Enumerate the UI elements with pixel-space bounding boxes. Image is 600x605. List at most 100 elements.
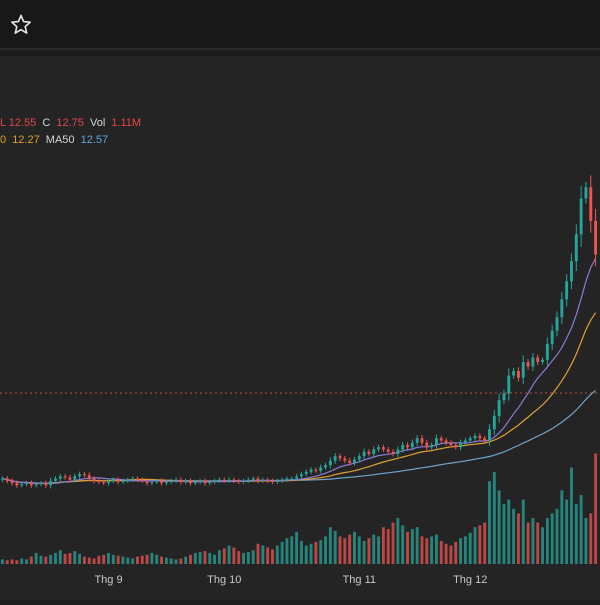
candle-body bbox=[271, 480, 274, 482]
volume-bar bbox=[468, 532, 472, 564]
x-tick-label: Thg 9 bbox=[94, 574, 122, 586]
candle-body bbox=[174, 479, 178, 481]
volume-bar bbox=[63, 553, 67, 564]
volume-bar bbox=[68, 552, 72, 564]
candle-body bbox=[410, 442, 414, 448]
ma50-label: MA50 bbox=[45, 134, 75, 146]
ma20-value: 12.27 bbox=[12, 134, 40, 146]
volume-bar bbox=[295, 531, 299, 564]
candle-body bbox=[116, 479, 120, 482]
volume-bar bbox=[314, 541, 318, 564]
star-icon[interactable] bbox=[9, 13, 33, 37]
candle-body bbox=[44, 483, 48, 486]
ma20-fragment: 0 bbox=[0, 134, 7, 146]
volume-bar bbox=[594, 453, 598, 564]
candle-body bbox=[160, 480, 164, 484]
candle-body bbox=[135, 478, 139, 480]
volume-bar bbox=[20, 558, 24, 564]
candle-body bbox=[179, 479, 183, 482]
candle-body bbox=[68, 477, 72, 480]
candle-body bbox=[92, 478, 96, 481]
candle-body bbox=[58, 476, 62, 479]
ma50-line bbox=[2, 389, 596, 484]
candle-body bbox=[237, 480, 241, 482]
candle-body bbox=[545, 344, 549, 360]
candle-body bbox=[492, 415, 496, 430]
candle-body bbox=[140, 479, 144, 481]
candle-body bbox=[521, 362, 525, 378]
volume-bar bbox=[584, 518, 588, 564]
header-gap bbox=[0, 50, 600, 56]
candle-body bbox=[314, 469, 318, 471]
candle-body bbox=[189, 480, 192, 484]
candle-body bbox=[150, 481, 154, 484]
candle-body bbox=[531, 357, 535, 367]
candle-body bbox=[39, 483, 43, 485]
volume-bar bbox=[232, 547, 236, 564]
star-outline-icon bbox=[10, 14, 32, 34]
candle-body bbox=[468, 438, 472, 441]
volume-bar bbox=[338, 536, 342, 564]
vol-label: Vol bbox=[89, 117, 106, 129]
chart-area[interactable]: Thg 9 Thg 10 Thg 11 Thg 12 bbox=[0, 56, 600, 600]
candle-body bbox=[73, 476, 77, 480]
candle-body bbox=[169, 480, 173, 482]
candle-body bbox=[502, 393, 506, 401]
volume-bar bbox=[579, 495, 583, 564]
candle-body bbox=[222, 479, 226, 481]
volume-bar bbox=[169, 558, 173, 564]
volume-bar bbox=[536, 522, 540, 564]
candle-body bbox=[333, 456, 337, 461]
candle-body bbox=[415, 438, 419, 443]
volume-bar bbox=[126, 557, 130, 564]
ma-legend: 0 12.27 MA50 12.57 bbox=[0, 134, 111, 146]
candle-body bbox=[54, 478, 57, 481]
candle-body bbox=[164, 481, 168, 484]
candle-body bbox=[343, 458, 347, 461]
volume-bar bbox=[560, 490, 564, 564]
candle-body bbox=[425, 442, 429, 448]
ma50-value: 12.57 bbox=[80, 134, 109, 146]
candle-body bbox=[63, 476, 67, 478]
candle-body bbox=[459, 442, 463, 448]
volume-bar bbox=[29, 556, 33, 564]
volume-bar bbox=[439, 541, 443, 564]
candle-body bbox=[82, 474, 86, 476]
volume-bar bbox=[463, 536, 467, 564]
volume-bar bbox=[507, 499, 511, 564]
volume-bar bbox=[304, 545, 308, 564]
candle-body bbox=[107, 480, 110, 484]
candle-body bbox=[430, 444, 434, 448]
candle-body bbox=[570, 261, 573, 282]
volume-bar bbox=[589, 513, 593, 564]
volume-bar bbox=[39, 555, 43, 564]
volume-bar bbox=[174, 559, 178, 564]
candle-body bbox=[362, 451, 366, 457]
candle-body bbox=[78, 474, 82, 477]
candle-body bbox=[275, 480, 279, 482]
vol-value: 1.11M bbox=[111, 117, 142, 129]
candle-body bbox=[280, 479, 284, 481]
volume-bar bbox=[483, 522, 487, 564]
volume-bar bbox=[410, 529, 414, 564]
volume-bar bbox=[357, 536, 361, 564]
candle-body bbox=[367, 451, 371, 454]
candle-body bbox=[145, 480, 149, 484]
volume-bar bbox=[135, 556, 139, 564]
volume-bar bbox=[386, 529, 390, 564]
candle-body bbox=[516, 371, 520, 378]
candle-body bbox=[208, 481, 212, 484]
price-chart[interactable]: Thg 9 Thg 10 Thg 11 Thg 12 bbox=[0, 56, 600, 600]
candle-body bbox=[319, 467, 323, 471]
top-toolbar bbox=[0, 0, 600, 50]
volume-bar bbox=[362, 541, 366, 564]
candle-body bbox=[10, 480, 14, 484]
volume-bar bbox=[58, 550, 62, 564]
candle-body bbox=[560, 299, 564, 318]
volume-bar bbox=[242, 552, 245, 564]
volume-bar bbox=[430, 536, 434, 564]
candle-body bbox=[444, 440, 448, 443]
candle-body bbox=[381, 447, 385, 450]
volume-bar bbox=[15, 560, 19, 564]
volume-bar bbox=[116, 555, 120, 564]
